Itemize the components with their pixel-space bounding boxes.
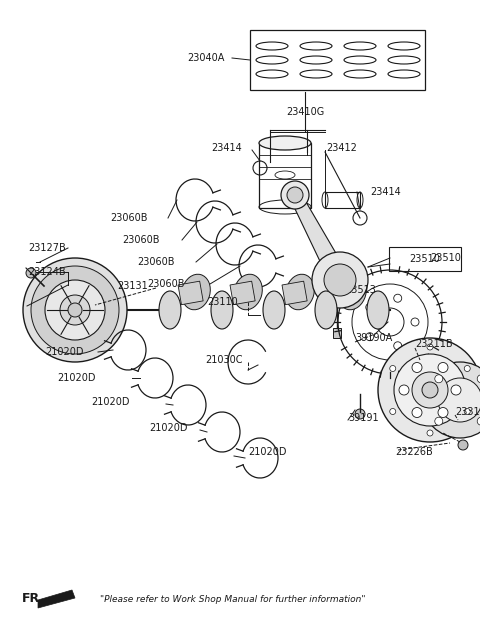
Bar bbox=[259, 143, 311, 208]
Bar bbox=[334, 281, 359, 305]
Ellipse shape bbox=[367, 291, 389, 329]
Bar bbox=[282, 281, 307, 305]
Circle shape bbox=[366, 333, 374, 340]
Circle shape bbox=[438, 408, 448, 417]
Text: 23040A: 23040A bbox=[188, 53, 225, 63]
Bar bbox=[333, 328, 341, 338]
Text: 21020D: 21020D bbox=[92, 397, 130, 407]
Bar bbox=[178, 281, 203, 305]
Circle shape bbox=[435, 417, 443, 425]
Text: 23060B: 23060B bbox=[137, 257, 175, 267]
Ellipse shape bbox=[234, 274, 262, 310]
Text: 21020D: 21020D bbox=[149, 423, 188, 433]
Circle shape bbox=[464, 408, 470, 415]
Text: 23513: 23513 bbox=[345, 285, 376, 295]
Circle shape bbox=[23, 258, 127, 362]
Circle shape bbox=[464, 365, 470, 371]
Circle shape bbox=[422, 382, 438, 398]
Text: 23127B: 23127B bbox=[28, 243, 66, 253]
Ellipse shape bbox=[355, 409, 365, 419]
Text: 23414: 23414 bbox=[211, 143, 242, 153]
Text: 23211B: 23211B bbox=[415, 339, 453, 349]
Circle shape bbox=[394, 342, 402, 350]
Ellipse shape bbox=[182, 274, 210, 310]
Polygon shape bbox=[38, 590, 75, 608]
Text: 39191: 39191 bbox=[348, 413, 379, 423]
Text: 23510: 23510 bbox=[409, 254, 441, 264]
Ellipse shape bbox=[338, 274, 366, 310]
Circle shape bbox=[390, 408, 396, 415]
Text: 23510: 23510 bbox=[430, 253, 461, 263]
Ellipse shape bbox=[211, 291, 233, 329]
Text: 23124B: 23124B bbox=[28, 267, 66, 277]
Text: 23410G: 23410G bbox=[286, 107, 324, 117]
Text: 21020D: 21020D bbox=[46, 347, 84, 357]
Circle shape bbox=[411, 318, 419, 326]
Text: "Please refer to Work Shop Manual for further information": "Please refer to Work Shop Manual for fu… bbox=[100, 595, 365, 605]
Circle shape bbox=[281, 181, 309, 209]
Text: 21030C: 21030C bbox=[205, 355, 242, 365]
Circle shape bbox=[412, 408, 422, 417]
Circle shape bbox=[458, 440, 468, 450]
Text: 21020D: 21020D bbox=[248, 447, 287, 457]
Text: 23060B: 23060B bbox=[147, 279, 185, 289]
Ellipse shape bbox=[159, 291, 181, 329]
Circle shape bbox=[451, 385, 461, 395]
Circle shape bbox=[438, 378, 480, 422]
Bar bbox=[325, 192, 360, 208]
Circle shape bbox=[45, 280, 105, 340]
Circle shape bbox=[412, 372, 448, 408]
Text: 21020D: 21020D bbox=[58, 373, 96, 383]
Text: 23311B: 23311B bbox=[455, 407, 480, 417]
Text: 23110: 23110 bbox=[207, 297, 238, 307]
Circle shape bbox=[422, 362, 480, 438]
Text: 23414: 23414 bbox=[370, 187, 401, 197]
Circle shape bbox=[378, 338, 480, 442]
Text: 23131: 23131 bbox=[117, 281, 148, 291]
Circle shape bbox=[390, 365, 396, 371]
Circle shape bbox=[324, 264, 356, 296]
Text: FR.: FR. bbox=[22, 591, 45, 605]
Circle shape bbox=[31, 266, 119, 354]
Circle shape bbox=[427, 344, 433, 350]
Bar bbox=[230, 281, 255, 305]
Text: 23060B: 23060B bbox=[110, 213, 148, 223]
Circle shape bbox=[394, 294, 402, 302]
Circle shape bbox=[312, 252, 368, 308]
Circle shape bbox=[60, 295, 90, 325]
Ellipse shape bbox=[263, 291, 285, 329]
Circle shape bbox=[366, 303, 374, 311]
Bar bbox=[250, 30, 425, 90]
Circle shape bbox=[438, 362, 448, 372]
Circle shape bbox=[427, 430, 433, 436]
Ellipse shape bbox=[259, 136, 311, 150]
Text: 39190A: 39190A bbox=[355, 333, 392, 343]
Circle shape bbox=[399, 385, 409, 395]
Text: 23412: 23412 bbox=[326, 143, 357, 153]
Circle shape bbox=[394, 354, 466, 426]
Circle shape bbox=[477, 375, 480, 383]
Circle shape bbox=[412, 362, 422, 372]
Text: 23226B: 23226B bbox=[395, 447, 433, 457]
Text: 23060B: 23060B bbox=[122, 235, 160, 245]
Ellipse shape bbox=[315, 291, 337, 329]
Polygon shape bbox=[290, 192, 349, 285]
Circle shape bbox=[68, 303, 82, 317]
Circle shape bbox=[287, 187, 303, 203]
Ellipse shape bbox=[26, 268, 36, 278]
Circle shape bbox=[477, 417, 480, 425]
Ellipse shape bbox=[286, 274, 314, 310]
Circle shape bbox=[435, 375, 443, 383]
